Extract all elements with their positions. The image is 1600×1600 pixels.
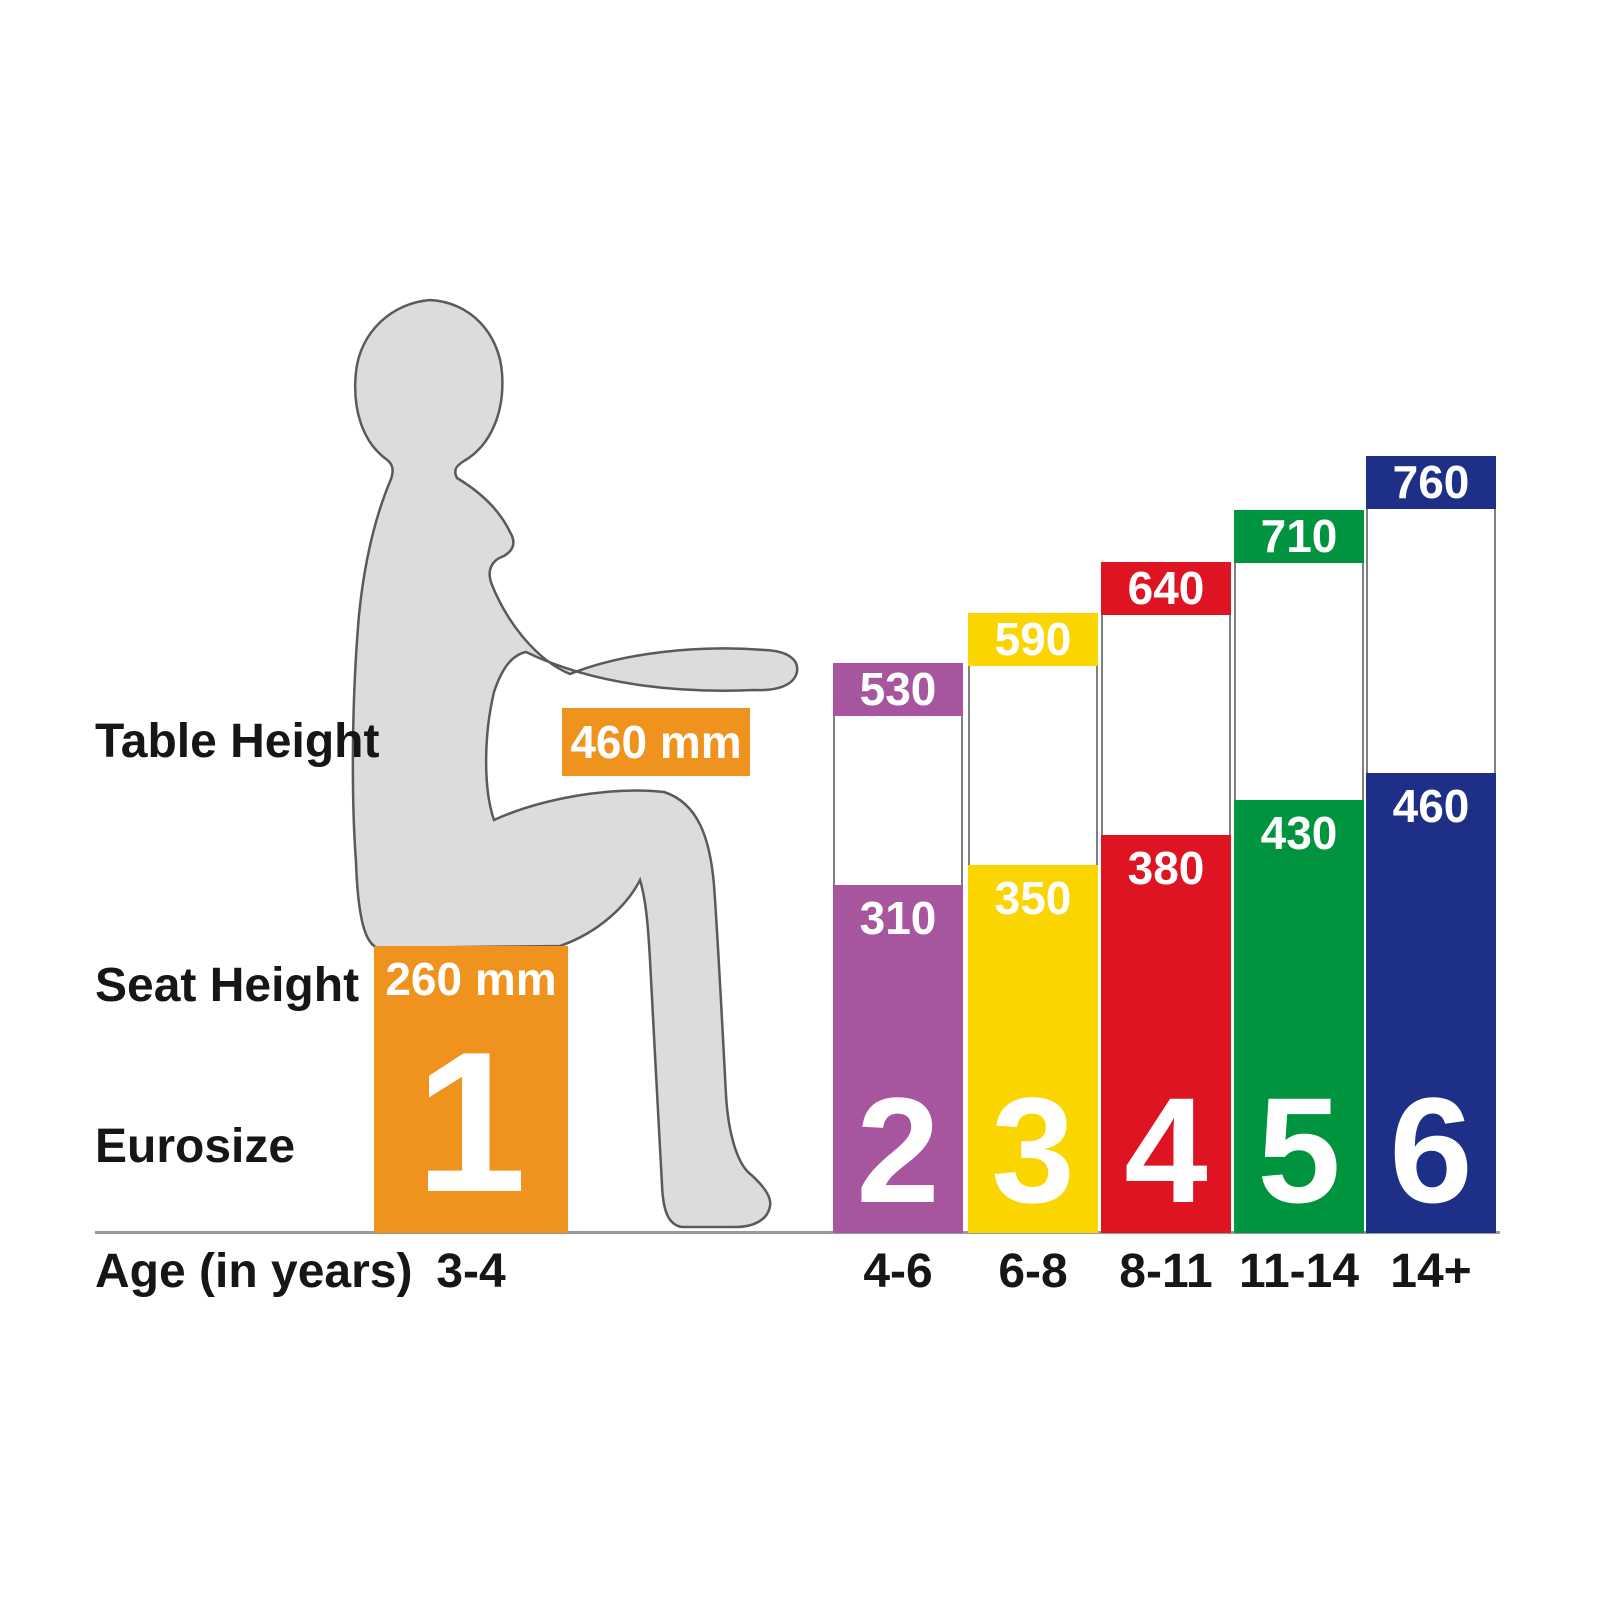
- size5-table-cap: 710: [1234, 510, 1364, 563]
- size3-middle-section: [968, 666, 1098, 865]
- size5-seat-height-value: 430: [1260, 807, 1338, 859]
- size3-table-cap: 590: [968, 613, 1098, 666]
- size2-middle-section: [833, 716, 963, 885]
- size3-seat-section: 350 3: [968, 865, 1098, 1233]
- age-value-size3: 6-8: [998, 1245, 1068, 1298]
- age-value-size4: 8-11: [1119, 1245, 1213, 1298]
- size6-column: 760 460 6: [1366, 456, 1496, 1233]
- label-seat-height: Seat Height: [95, 959, 360, 1012]
- size4-table-height-value: 640: [1127, 562, 1205, 614]
- size1-table-height-value: 460 mm: [570, 716, 742, 768]
- size5-seat-section: 430 5: [1234, 800, 1364, 1233]
- size4-seat-height-value: 380: [1127, 842, 1205, 894]
- size4-table-cap: 640: [1101, 562, 1231, 615]
- size4-eurosize-number: 4: [1124, 1066, 1208, 1234]
- size3-seat-height-value: 350: [994, 872, 1072, 924]
- size1-seat-height-value: 260 mm: [385, 953, 557, 1005]
- size4-middle-section: [1101, 615, 1231, 835]
- size2-table-cap: 530: [833, 663, 963, 716]
- age-value-size6: 14+: [1390, 1245, 1472, 1298]
- size2-seat-section: 310 2: [833, 885, 963, 1233]
- size6-table-height-value: 760: [1392, 456, 1470, 508]
- age-value-size1: 3-4: [436, 1245, 506, 1298]
- size6-seat-height-value: 460: [1392, 780, 1470, 832]
- age-value-size5: 11-14: [1238, 1245, 1360, 1298]
- size6-middle-section: [1366, 509, 1496, 773]
- size3-eurosize-number: 3: [991, 1066, 1075, 1234]
- size2-seat-height-value: 310: [859, 892, 937, 944]
- label-table-height: Table Height: [95, 715, 380, 768]
- size4-seat-section: 380 4: [1101, 835, 1231, 1233]
- label-eurosize: Eurosize: [95, 1120, 296, 1173]
- size2-column: 530 310 2: [833, 663, 963, 1233]
- size3-column: 590 350 3: [968, 613, 1098, 1233]
- ground-baseline: [95, 1231, 1500, 1234]
- size5-middle-section: [1234, 563, 1364, 800]
- size5-eurosize-number: 5: [1257, 1066, 1341, 1234]
- size3-table-height-value: 590: [994, 613, 1072, 665]
- size1-table-height-block: 460 mm: [562, 708, 750, 776]
- size6-eurosize-number: 6: [1389, 1066, 1473, 1234]
- label-age: Age (in years): [95, 1245, 413, 1298]
- age-value-size2: 4-6: [863, 1245, 933, 1298]
- size2-table-height-value: 530: [859, 663, 937, 715]
- size5-table-height-value: 710: [1260, 510, 1338, 562]
- size6-table-cap: 760: [1366, 456, 1496, 509]
- size1-eurosize-number: 1: [415, 1011, 527, 1234]
- size4-column: 640 380 4: [1101, 562, 1231, 1233]
- size2-eurosize-number: 2: [856, 1066, 940, 1234]
- size5-column: 710 430 5: [1234, 510, 1364, 1233]
- size1-seat-block: 260 mm 1: [374, 946, 568, 1233]
- size6-seat-section: 460 6: [1366, 773, 1496, 1233]
